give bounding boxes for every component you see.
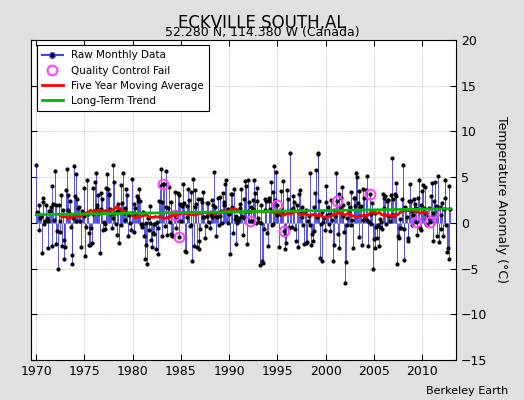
- Y-axis label: Temperature Anomaly (°C): Temperature Anomaly (°C): [495, 116, 508, 284]
- Text: ECKVILLE SOUTH,AL: ECKVILLE SOUTH,AL: [178, 14, 346, 32]
- Text: Berkeley Earth: Berkeley Earth: [426, 386, 508, 396]
- Text: 52.280 N, 114.380 W (Canada): 52.280 N, 114.380 W (Canada): [165, 26, 359, 39]
- Legend: Raw Monthly Data, Quality Control Fail, Five Year Moving Average, Long-Term Tren: Raw Monthly Data, Quality Control Fail, …: [37, 45, 209, 111]
